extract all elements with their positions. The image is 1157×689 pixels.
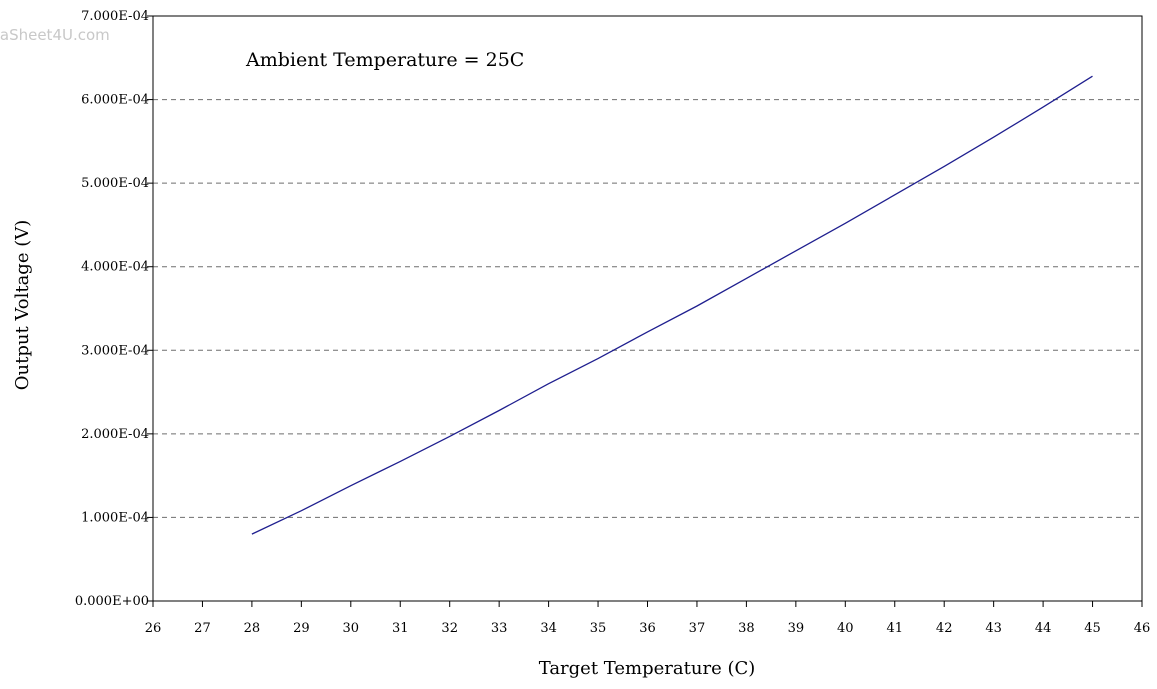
x-tick-label: 32 [441, 621, 458, 636]
y-axis-ticks: 0.000E+00 1.000E-04 2.000E-04 3.000E-04 4.00… [75, 9, 153, 609]
x-axis-ticks: 26 27 28 29 30 31 32 33 34 35 36 37 38 39 40 41 42 43 44 45… [145, 601, 1151, 636]
y-tick-label: 2.000E-04 [81, 427, 149, 442]
x-tick-label: 46 [1134, 621, 1151, 636]
plot-area-frame [152, 15, 1143, 602]
x-tick-label: 30 [343, 621, 360, 636]
y-tick-label: 7.000E-04 [81, 9, 149, 24]
y-tick-label: 6.000E-04 [81, 93, 149, 108]
x-tick-label: 37 [689, 621, 706, 636]
x-tick-label: 29 [293, 621, 310, 636]
x-tick-label: 45 [1084, 621, 1101, 636]
x-tick-label: 36 [639, 621, 656, 636]
y-tick-label: 1.000E-04 [81, 510, 149, 525]
y-tick-label: 4.000E-04 [81, 260, 149, 275]
watermark-text: taSheet4U.com [0, 26, 110, 44]
x-tick-label: 34 [540, 621, 557, 636]
y-tick-label: 0.000E+00 [75, 594, 149, 609]
ambient-temperature-annotation: Ambient Temperature = 25C [245, 49, 524, 71]
y-axis-label: Output Voltage (V) [12, 220, 33, 391]
x-tick-label: 41 [886, 621, 903, 636]
x-tick-label: 31 [392, 621, 409, 636]
gridlines [153, 99, 1142, 518]
x-tick-label: 40 [837, 621, 854, 636]
x-tick-label: 38 [738, 621, 755, 636]
x-axis-label: Target Temperature (C) [539, 658, 756, 679]
x-tick-label: 26 [145, 621, 162, 636]
output-voltage-series-line [251, 75, 1093, 535]
x-tick-label: 39 [788, 621, 805, 636]
x-tick-label: 27 [194, 621, 211, 636]
x-tick-label: 28 [244, 621, 261, 636]
x-tick-label: 42 [936, 621, 953, 636]
series-layer [251, 75, 1093, 535]
x-tick-label: 44 [1035, 621, 1052, 636]
y-tick-label: 5.000E-04 [81, 176, 149, 191]
y-tick-label: 3.000E-04 [81, 343, 149, 358]
x-tick-label: 43 [985, 621, 1002, 636]
x-tick-label: 35 [590, 621, 607, 636]
x-tick-label: 33 [491, 621, 508, 636]
